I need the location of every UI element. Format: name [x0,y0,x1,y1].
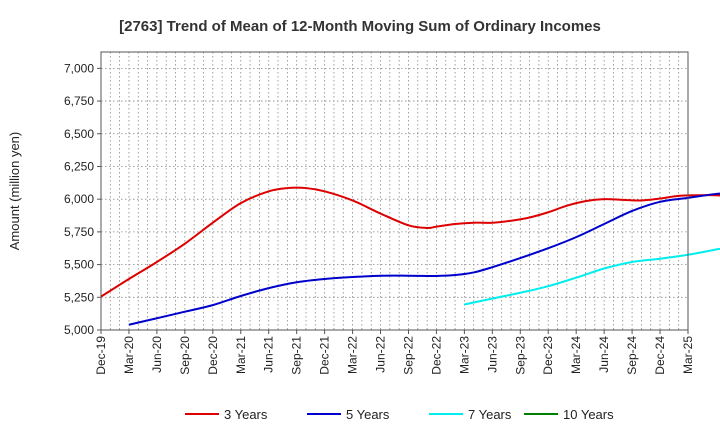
x-tick-label: Dec-23 [541,336,555,375]
y-tick-label: 6,250 [64,159,94,173]
plot-frame [100,51,689,331]
x-tick-label: Dec-22 [429,336,443,375]
x-axis-ticks: Dec-19 Mar-20 Jun-20 Sep-20 Dec-20 Mar-21 Jun-… [94,330,695,375]
legend-label-7-years: 7 Years [468,407,512,422]
series-line-3-years [100,186,720,298]
y-tick-label: 6,000 [64,192,94,206]
x-tick-label: Dec-21 [318,336,332,375]
legend-label-10-years: 10 Years [563,407,614,422]
y-tick-label: 5,750 [64,225,94,239]
x-tick-label: Sep-24 [625,336,639,375]
y-tick-label: 5,250 [64,290,94,304]
x-tick-label: Jun-23 [485,336,499,373]
y-tick-label: 6,750 [64,94,94,108]
x-tick-label: Mar-24 [569,336,583,374]
x-tick-label: Sep-23 [513,336,527,375]
x-tick-label: Dec-20 [206,336,220,375]
x-tick-label: Sep-22 [401,336,415,375]
x-tick-label: Sep-20 [178,336,192,375]
y-axis-label: Amount (million yen) [7,132,22,251]
x-tick-label: Mar-23 [457,336,471,374]
x-tick-label: Jun-22 [374,336,388,373]
chart-title: [2763] Trend of Mean of 12-Month Moving … [119,18,601,35]
y-tick-label: 6,500 [64,127,94,141]
x-tick-label: Dec-19 [94,336,108,375]
series-line-5-years [128,192,720,326]
x-tick-label: Mar-22 [346,336,360,374]
x-tick-label: Jun-21 [262,336,276,373]
y-axis-ticks: 5,000 5,250 5,500 5,750 6,000 6,250 6,500 6,750… [64,61,101,337]
x-tick-label: Jun-20 [150,336,164,373]
x-tick-label: Sep-21 [290,336,304,375]
grid [101,52,688,331]
x-tick-label: Mar-25 [681,336,695,374]
x-tick-label: Dec-24 [653,336,667,375]
series-line-7-years [464,247,720,306]
y-tick-label: 5,500 [64,258,94,272]
x-tick-label: Mar-21 [234,336,248,374]
x-tick-label: Mar-20 [122,336,136,374]
legend: 3 Years 5 Years 7 Years 10 Years [185,407,614,422]
series-lines [100,186,720,326]
legend-label-5-years: 5 Years [346,407,390,422]
x-tick-label: Jun-24 [597,336,611,373]
legend-label-3-years: 3 Years [224,407,268,422]
y-tick-label: 5,000 [64,323,94,337]
y-tick-label: 7,000 [64,61,94,75]
